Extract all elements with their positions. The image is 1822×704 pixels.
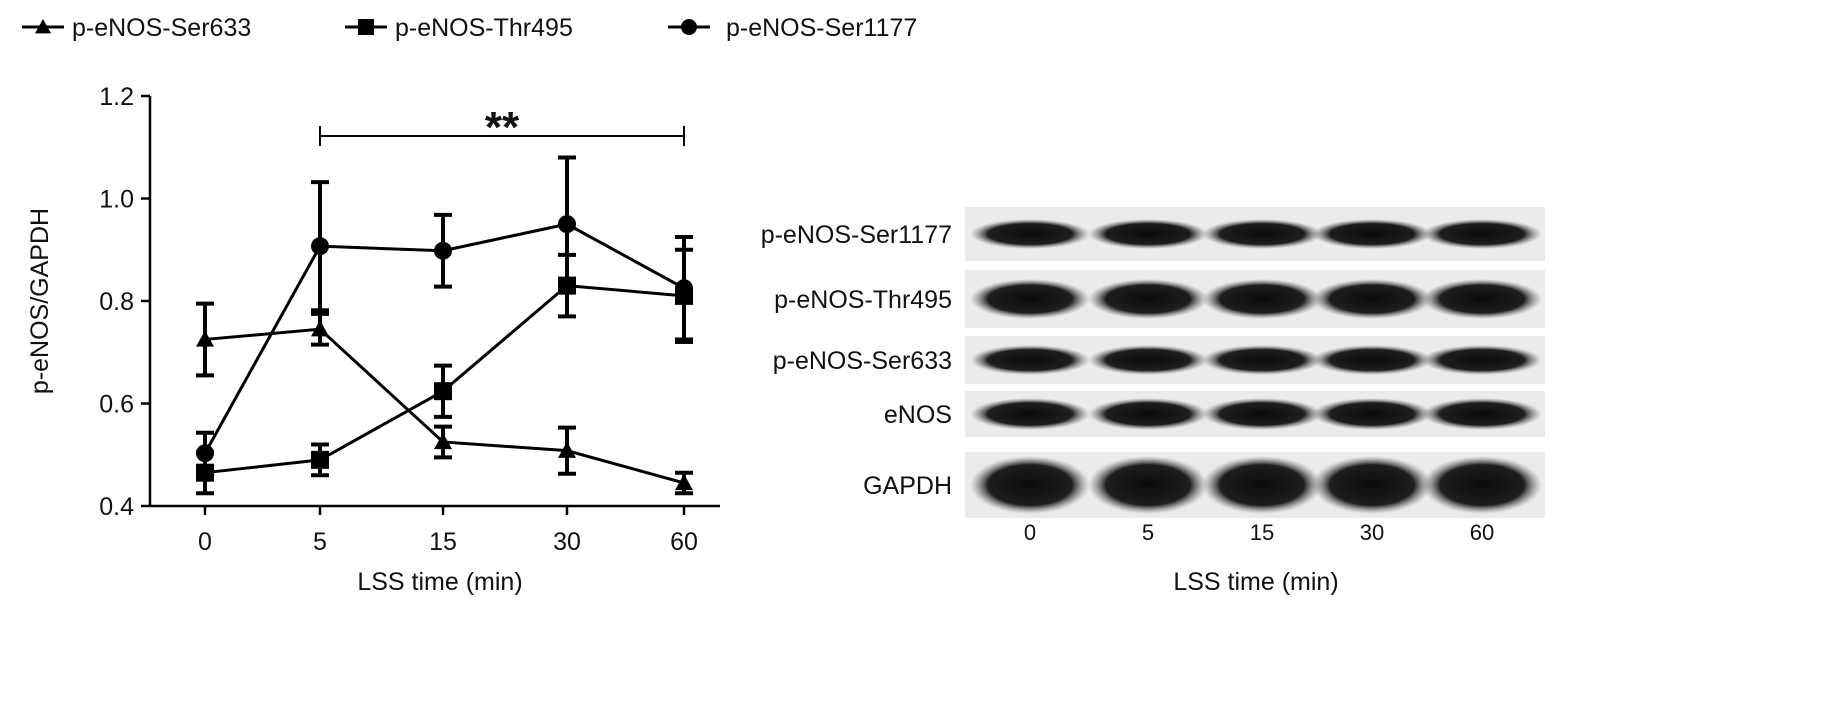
blot-band — [1088, 279, 1208, 319]
circle-marker — [675, 279, 693, 298]
blot-band — [1422, 219, 1542, 249]
legend-label: p-eNOS-Ser633 — [72, 14, 251, 42]
blot-band — [1422, 398, 1542, 430]
triangle-marker — [675, 473, 693, 491]
blot-band — [1312, 398, 1432, 430]
blot-band — [970, 398, 1090, 430]
blot-band — [1088, 345, 1208, 375]
circle-marker — [681, 19, 697, 35]
blot-row-label: p-eNOS-Ser633 — [773, 347, 952, 375]
y-tick-label: 0.6 — [99, 391, 134, 419]
series-p-eNOS-Ser1177 — [196, 155, 693, 476]
blot-lane-label: 15 — [1250, 520, 1274, 545]
legend-label: p-eNOS-Ser1177 — [726, 14, 917, 42]
blot-band — [1202, 345, 1322, 375]
triangle-marker — [558, 441, 576, 458]
blot-band — [1422, 345, 1542, 375]
blot-band — [970, 345, 1090, 375]
blot-band — [1312, 279, 1432, 319]
blot-band — [1088, 398, 1208, 430]
triangle-marker — [35, 19, 51, 34]
blot-x-label: LSS time (min) — [1173, 568, 1338, 596]
blot-band — [1088, 456, 1208, 514]
blot-row-label: p-eNOS-Ser1177 — [761, 221, 952, 249]
blot-band — [1312, 219, 1432, 249]
blot-band — [1312, 456, 1432, 514]
legend: p-eNOS-Ser633 p-eNOS-Thr495 p-eNOS-Ser1177 — [22, 14, 917, 42]
triangle-marker — [311, 320, 329, 337]
blot-band — [1088, 219, 1208, 249]
blot-band — [1202, 219, 1322, 249]
blot-row-label: p-eNOS-Thr495 — [774, 286, 952, 314]
series-p-eNOS-Ser633 — [196, 301, 693, 496]
line-chart: 0.4 0.6 0.8 1.0 1.2 0 5 15 30 60 LSS time (min) p-e… — [26, 83, 720, 596]
legend-label: p-eNOS-Thr495 — [395, 14, 573, 42]
triangle-marker — [434, 432, 452, 450]
blot-lane-label: 30 — [1360, 520, 1384, 545]
y-tick-label: 1.0 — [99, 186, 134, 214]
blot-band — [970, 456, 1090, 514]
x-tick-label: 5 — [313, 528, 327, 556]
blot-row-label: eNOS — [884, 401, 952, 429]
blot-lane-label: 60 — [1470, 520, 1494, 545]
blot-band — [1202, 398, 1322, 430]
y-tick-label: 0.4 — [99, 493, 134, 521]
blot-band — [1202, 279, 1322, 319]
western-blot: p-eNOS-Ser1177 p-eNOS-Thr495 p-eNOS-Ser633… — [761, 207, 1545, 596]
blot-band — [1422, 279, 1542, 319]
x-tick-label: 15 — [429, 528, 457, 556]
circle-marker — [434, 241, 452, 260]
y-tick-label: 1.2 — [99, 83, 134, 111]
square-marker — [434, 382, 452, 401]
y-tick-label: 0.8 — [99, 288, 134, 316]
blot-band — [970, 219, 1090, 249]
y-axis-label: p-eNOS/GAPDH — [26, 208, 54, 394]
significance-label: ** — [485, 103, 520, 152]
blot-lane-label: 5 — [1142, 520, 1154, 545]
circle-marker — [311, 237, 329, 256]
blot-band — [970, 279, 1090, 319]
circle-marker — [558, 215, 576, 234]
blot-lane-label: 0 — [1024, 520, 1036, 545]
x-tick-label: 30 — [553, 528, 581, 556]
circle-marker — [196, 444, 214, 463]
square-marker — [311, 450, 329, 469]
square-marker — [358, 19, 374, 35]
triangle-marker — [196, 330, 214, 347]
x-tick-label: 0 — [198, 528, 212, 556]
x-tick-label: 60 — [670, 528, 698, 556]
blot-band — [1312, 345, 1432, 375]
blot-row-label: GAPDH — [863, 472, 952, 500]
blot-band — [1202, 456, 1322, 514]
blot-band — [1422, 456, 1542, 514]
x-axis-label: LSS time (min) — [357, 568, 522, 596]
